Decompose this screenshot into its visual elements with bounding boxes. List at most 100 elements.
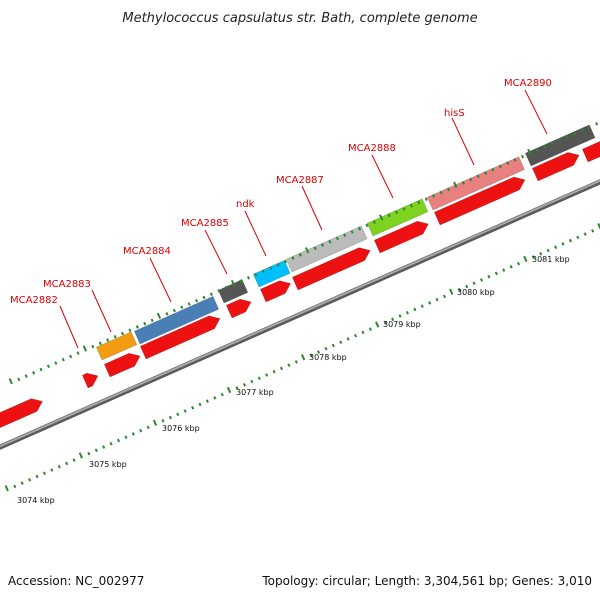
cds-feature[interactable]	[433, 176, 526, 226]
cds-feature[interactable]	[531, 152, 580, 182]
minor-tick	[242, 383, 246, 387]
minor-tick	[124, 435, 128, 439]
minor-tick	[102, 445, 106, 449]
minor-tick	[565, 135, 569, 139]
minor-tick	[116, 438, 121, 443]
minor-tick	[479, 278, 484, 282]
minor-tick	[487, 274, 491, 279]
minor-tick	[339, 340, 343, 344]
minor-tick	[24, 374, 28, 378]
cog-feature[interactable]	[366, 198, 429, 237]
accession-text: Accession: NC_002977	[8, 574, 144, 588]
minor-tick	[531, 255, 535, 259]
minor-tick	[35, 474, 39, 479]
minor-tick	[239, 279, 243, 283]
minor-tick	[317, 350, 321, 354]
minor-tick	[417, 200, 421, 205]
cds-feature[interactable]	[0, 398, 43, 430]
minor-tick	[72, 458, 76, 462]
svg-text:hisS: hisS	[444, 108, 465, 119]
minor-tick	[572, 131, 576, 136]
minor-tick	[361, 330, 365, 335]
minor-tick	[217, 289, 221, 293]
minor-tick	[13, 484, 17, 489]
minor-tick	[165, 312, 169, 316]
gene-label-mca2882[interactable]: MCA2882	[10, 295, 79, 349]
scale-label: 3075 kbp	[89, 460, 127, 469]
minor-tick	[246, 276, 250, 280]
cog-feature[interactable]	[133, 296, 220, 345]
minor-tick	[568, 238, 572, 243]
minor-tick	[283, 259, 288, 264]
cds-forward-track	[0, 141, 600, 430]
cds-feature[interactable]	[291, 247, 371, 291]
minor-tick	[94, 448, 98, 453]
minor-tick	[183, 409, 187, 413]
minor-tick	[321, 243, 325, 247]
minor-tick	[550, 141, 554, 146]
minor-tick	[472, 281, 476, 286]
scale-label: 3078 kbp	[309, 353, 347, 362]
gene-label-mca2884[interactable]: MCA2884	[123, 246, 172, 303]
cog-feature[interactable]	[217, 279, 249, 304]
cds-feature[interactable]	[81, 372, 99, 389]
gene-label-mca2885[interactable]: MCA2885	[181, 218, 229, 275]
cog-track	[95, 124, 596, 361]
scale-label: 3079 kbp	[383, 320, 421, 329]
minor-tick	[442, 294, 446, 299]
minor-tick	[28, 478, 32, 482]
minor-tick	[461, 181, 465, 185]
cog-feature[interactable]	[95, 331, 138, 361]
cds-feature[interactable]	[103, 352, 141, 378]
minor-tick	[57, 464, 61, 469]
minor-tick	[235, 386, 239, 390]
gene-label-ndk[interactable]: ndk	[236, 199, 267, 257]
cds-feature[interactable]	[225, 298, 252, 319]
cog-feature[interactable]	[426, 156, 525, 211]
gene-label-mca2890[interactable]: MCA2890	[504, 78, 552, 135]
minor-tick	[313, 246, 317, 251]
minor-tick	[587, 125, 591, 129]
minor-tick	[469, 177, 473, 182]
minor-tick	[46, 364, 50, 369]
cds-feature[interactable]	[373, 220, 429, 254]
minor-tick	[395, 210, 399, 215]
minor-tick	[391, 317, 395, 322]
minor-tick	[42, 471, 46, 476]
minor-tick	[65, 461, 69, 466]
gene-label-hiss[interactable]: hisS	[444, 108, 475, 166]
cds-feature[interactable]	[139, 315, 221, 360]
minor-tick	[402, 207, 406, 211]
cds-feature[interactable]	[259, 280, 292, 303]
svg-text:MCA2890: MCA2890	[504, 78, 552, 89]
minor-tick	[354, 333, 358, 338]
gene-label-mca2888[interactable]: MCA2888	[348, 143, 396, 199]
cog-feature[interactable]	[524, 124, 596, 167]
minor-tick	[279, 366, 284, 371]
minor-tick	[324, 346, 328, 351]
map-title: Methylococcus capsulatus str. Bath, comp…	[122, 11, 477, 26]
gene-labels: MCA2882 MCA2883 MCA2884 MCA2885 ndk MCA2…	[10, 78, 552, 349]
minor-tick	[383, 320, 387, 325]
minor-tick	[583, 232, 587, 236]
major-tick	[78, 452, 83, 459]
major-tick	[453, 181, 458, 188]
cds-feature[interactable]	[581, 141, 600, 163]
svg-text:MCA2885: MCA2885	[181, 218, 229, 229]
svg-text:ndk: ndk	[236, 199, 255, 210]
minor-tick	[535, 148, 539, 152]
minor-tick	[150, 318, 154, 323]
gene-label-mca2883[interactable]: MCA2883	[43, 279, 112, 333]
minor-tick	[106, 338, 110, 342]
cog-feature[interactable]	[285, 225, 368, 273]
minor-tick	[198, 402, 202, 407]
minor-tick	[39, 367, 43, 372]
minor-tick	[446, 187, 450, 192]
scale-label: 3074 kbp	[17, 496, 55, 505]
minor-tick	[335, 236, 339, 241]
minor-tick	[131, 432, 135, 436]
minor-tick	[209, 292, 213, 296]
gene-label-mca2887[interactable]: MCA2887	[276, 175, 324, 231]
minor-tick	[435, 297, 439, 302]
